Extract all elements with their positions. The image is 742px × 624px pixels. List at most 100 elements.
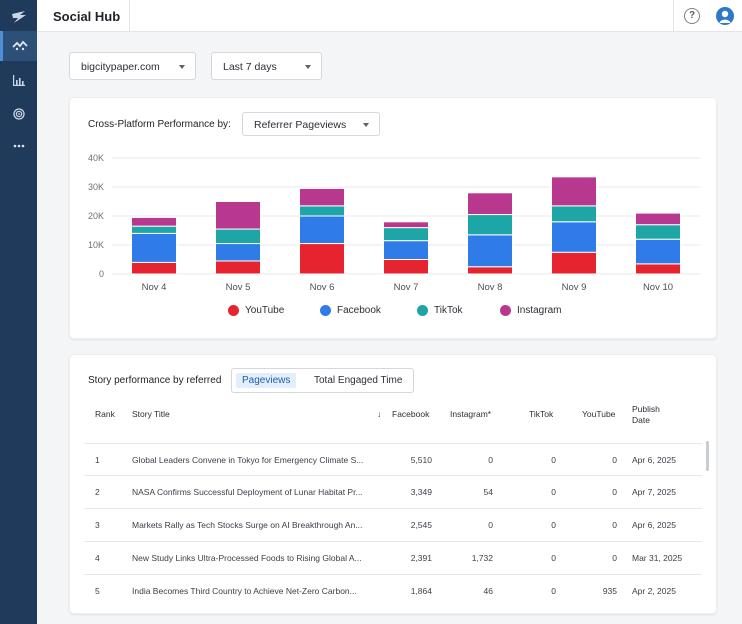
bar-segment-youtube[interactable] <box>551 251 597 275</box>
date-range-select[interactable]: Last 7 days <box>211 52 322 80</box>
y-tick-label: 20K <box>88 211 104 221</box>
tiktok-cell: 0 <box>551 520 556 530</box>
facebook-cell: 2,545 <box>410 520 432 530</box>
table-row[interactable]: 2 NASA Confirms Successful Deployment of… <box>84 476 702 509</box>
legend-swatch <box>228 305 239 316</box>
legend-item-instagram: Instagram <box>500 305 561 316</box>
col-tiktok[interactable]: TikTok <box>529 409 554 419</box>
social-icon[interactable] <box>0 31 37 61</box>
y-tick-label: 40K <box>88 153 104 163</box>
side-rail <box>0 0 37 624</box>
youtube-cell: 0 <box>612 553 617 563</box>
bar-segment-youtube[interactable] <box>467 266 513 275</box>
col-story-title[interactable]: Story Title <box>132 409 170 419</box>
x-tick-label: Nov 6 <box>310 282 335 293</box>
col-publish-line2: Date <box>632 415 650 425</box>
bar-segment-tiktok[interactable] <box>383 227 429 242</box>
col-rank[interactable]: Rank <box>95 409 115 419</box>
bar-segment-instagram[interactable] <box>215 201 261 230</box>
bar-segment-youtube[interactable] <box>299 243 345 275</box>
bar-segment-tiktok[interactable] <box>299 205 345 217</box>
x-tick-label: Nov 7 <box>394 282 419 293</box>
bar-segment-youtube[interactable] <box>383 259 429 275</box>
bar-segment-tiktok[interactable] <box>551 205 597 223</box>
x-tick-label: Nov 10 <box>643 282 673 293</box>
table-scrollbar[interactable] <box>706 441 709 471</box>
performance-card: Cross-Platform Performance by: Referrer … <box>69 97 717 339</box>
tiktok-cell: 0 <box>551 455 556 465</box>
col-publish-line1: Publish <box>632 404 660 414</box>
bar-segment-instagram[interactable] <box>467 192 513 216</box>
more-icon[interactable] <box>0 131 37 161</box>
bar-segment-facebook[interactable] <box>467 234 513 268</box>
rank-cell: 4 <box>95 553 100 563</box>
table-row[interactable]: 4 New Study Links Ultra-Processed Foods … <box>84 542 702 575</box>
bar-segment-facebook[interactable] <box>551 221 597 253</box>
table-row[interactable]: 3 Markets Rally as Tech Stocks Surge on … <box>84 509 702 542</box>
date-cell: Apr 6, 2025 <box>632 455 676 465</box>
metric-select-value: Referrer Pageviews <box>254 119 347 131</box>
story-title-cell[interactable]: Global Leaders Convene in Tokyo for Emer… <box>132 455 364 465</box>
bar-segment-tiktok[interactable] <box>215 228 261 245</box>
date-cell: Apr 7, 2025 <box>632 487 676 497</box>
bar-segment-tiktok[interactable] <box>467 214 513 236</box>
rank-cell: 5 <box>95 586 100 596</box>
instagram-cell: 54 <box>483 487 493 497</box>
col-facebook[interactable]: Facebook <box>392 409 430 419</box>
stories-card: Story performance by referred Pageviews … <box>69 354 717 614</box>
bar-segment-instagram[interactable] <box>635 212 681 226</box>
legend-swatch <box>500 305 511 316</box>
bar-segment-instagram[interactable] <box>383 221 429 229</box>
story-title-cell[interactable]: New Study Links Ultra-Processed Foods to… <box>132 553 362 563</box>
x-tick-label: Nov 8 <box>478 282 503 293</box>
chevron-down-icon <box>305 65 311 69</box>
chevron-down-icon <box>179 65 185 69</box>
x-tick-label: Nov 5 <box>226 282 251 293</box>
bar-segment-facebook[interactable] <box>383 240 429 260</box>
table-row[interactable]: 1 Global Leaders Convene in Tokyo for Em… <box>84 443 702 476</box>
bar-segment-instagram[interactable] <box>299 187 345 207</box>
bar-segment-youtube[interactable] <box>635 263 681 275</box>
sort-down-icon[interactable]: ↓ <box>377 409 382 419</box>
bar-chart-icon[interactable] <box>0 65 37 95</box>
story-title-cell[interactable]: NASA Confirms Successful Deployment of L… <box>132 487 363 497</box>
help-icon[interactable]: ? <box>684 8 700 24</box>
logo-icon[interactable] <box>0 2 37 32</box>
top-header: Social Hub ? <box>37 0 742 32</box>
legend-item-youtube: YouTube <box>228 305 284 316</box>
table-row[interactable]: 5 India Becomes Third Country to Achieve… <box>84 575 702 608</box>
y-tick-label: 10K <box>88 240 104 250</box>
toggle-pageviews[interactable]: Pageviews <box>236 373 297 388</box>
story-title-cell[interactable]: India Becomes Third Country to Achieve N… <box>132 586 357 596</box>
stacked-bar-chart: 0 10K 20K 30K 40K Nov 4 Nov 5 Nov 6 Nov 7 Nov 8 No… <box>88 153 700 293</box>
legend-label: YouTube <box>245 305 285 316</box>
instagram-cell: 0 <box>488 455 493 465</box>
metric-select[interactable]: Referrer Pageviews <box>242 112 380 136</box>
header-divider <box>129 0 130 32</box>
bar-segment-facebook[interactable] <box>299 215 345 245</box>
col-publish-date[interactable]: Publish Date <box>632 404 660 426</box>
youtube-cell: 0 <box>612 520 617 530</box>
bar-segment-facebook[interactable] <box>131 232 177 263</box>
bar-segment-tiktok[interactable] <box>635 224 681 240</box>
story-title-cell[interactable]: Markets Rally as Tech Stocks Surge on AI… <box>132 520 363 530</box>
x-tick-label: Nov 9 <box>562 282 587 293</box>
bar-segment-instagram[interactable] <box>551 176 597 207</box>
site-select[interactable]: bigcitypaper.com <box>69 52 196 80</box>
legend-item-facebook: Facebook <box>320 305 381 316</box>
avatar[interactable] <box>716 7 734 25</box>
col-youtube[interactable]: YouTube <box>582 409 616 419</box>
bar-segment-facebook[interactable] <box>635 238 681 265</box>
youtube-cell: 935 <box>602 586 617 596</box>
legend-swatch <box>320 305 331 316</box>
bar-segment-tiktok[interactable] <box>131 225 177 234</box>
bar-segment-youtube[interactable] <box>215 260 261 275</box>
bar-segment-facebook[interactable] <box>215 243 261 262</box>
header-divider <box>673 0 674 32</box>
col-instagram[interactable]: Instagram* <box>450 409 492 419</box>
bar-segment-instagram[interactable] <box>131 216 177 227</box>
toggle-engaged-time[interactable]: Total Engaged Time <box>314 375 403 386</box>
stories-heading: Story performance by referred <box>88 375 222 386</box>
target-icon[interactable] <box>0 99 37 129</box>
bar-segment-youtube[interactable] <box>131 261 177 275</box>
